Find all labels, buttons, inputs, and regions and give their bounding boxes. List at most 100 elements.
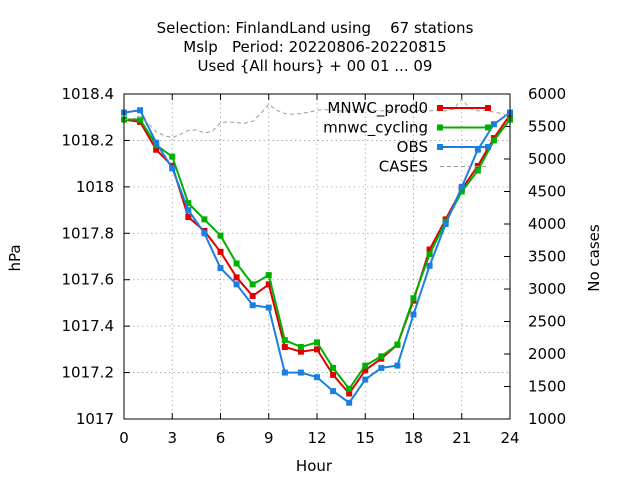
data-point [314, 374, 320, 381]
y2-tick-label: 2000 [528, 345, 566, 363]
data-point [153, 146, 160, 153]
legend-label: MNWC_prod0 [327, 99, 428, 118]
x-tick-label: 21 [452, 429, 471, 447]
data-point [217, 265, 224, 272]
data-point [185, 200, 192, 207]
legend-marker [485, 105, 491, 111]
series-line [123, 98, 511, 139]
x-tick-label: 24 [500, 429, 519, 447]
x-tick-label: 9 [264, 429, 274, 447]
legend-label: mnwc_cycling [323, 119, 428, 138]
data-point [362, 376, 369, 383]
data-point [362, 362, 369, 369]
data-point [330, 388, 337, 395]
data-point [297, 344, 304, 351]
series-layer [121, 98, 513, 406]
data-point [458, 183, 465, 190]
data-point [410, 295, 417, 302]
data-point [217, 232, 224, 239]
y-tick-label: 1017 [76, 410, 114, 428]
tick-labels: 0 3 6 9 12 15 18 21 24 1017 1017.2 1017.4 1017.6 1017… [62, 85, 567, 447]
title-line-3: Used {All hours} + 00 01 ... 09 [198, 57, 433, 75]
grid [124, 94, 510, 419]
legend-item: mnwc_cycling [323, 119, 491, 138]
data-point [426, 251, 433, 258]
y2-tick-label: 4000 [528, 215, 566, 233]
data-point [458, 188, 465, 195]
data-point [249, 292, 256, 299]
data-point [233, 281, 240, 288]
data-point [474, 162, 481, 169]
data-point [201, 230, 208, 237]
data-point [346, 390, 353, 397]
data-point [249, 302, 256, 309]
title-line-2: Mslp Period: 20220806-20220815 [183, 38, 446, 56]
y2-tick-label: 3500 [528, 248, 566, 266]
y2-axis-label: No cases [585, 224, 603, 292]
legend-label: OBS [397, 138, 428, 156]
legend-item: OBS [397, 138, 491, 156]
data-point [233, 274, 240, 281]
data-point [201, 216, 208, 223]
y-tick-label: 1018.4 [62, 85, 115, 103]
legend-item: MNWC_prod0 [327, 99, 491, 118]
y2-tick-label: 6000 [528, 85, 566, 103]
data-point [217, 248, 224, 255]
data-point [281, 369, 288, 376]
data-point [314, 339, 320, 346]
y2-tick-label: 1500 [528, 378, 566, 396]
chart-title: Selection: FinlandLand using 67 stations… [157, 19, 474, 75]
y2-tick-label: 4500 [528, 183, 566, 201]
legend-marker [485, 124, 491, 131]
y2-tick-label: 1000 [528, 410, 566, 428]
data-point [281, 344, 288, 351]
data-point [330, 371, 337, 378]
legend-marker [437, 124, 443, 131]
data-point [330, 364, 337, 371]
data-point [137, 116, 144, 123]
y2-tick-label: 2500 [528, 313, 566, 331]
legend-item: CASES [379, 158, 488, 176]
data-point [185, 214, 192, 221]
y2-tick-label: 3000 [528, 280, 566, 298]
data-point [346, 399, 353, 406]
data-point [394, 341, 401, 348]
data-point [297, 369, 304, 376]
data-point [426, 246, 433, 253]
x-tick-label: 18 [404, 429, 423, 447]
data-point [265, 304, 272, 311]
x-axis-label: Hour [296, 457, 333, 475]
y-axis-label: hPa [6, 244, 24, 271]
plot-frame [123, 93, 511, 420]
data-point [362, 367, 369, 374]
legend-marker [485, 144, 491, 150]
data-point [394, 362, 401, 369]
y-tick-label: 1018.2 [62, 131, 115, 149]
data-point [265, 272, 272, 279]
data-point [442, 221, 449, 227]
data-point [153, 139, 160, 146]
data-point [265, 281, 272, 288]
data-point [297, 348, 304, 355]
data-point [490, 121, 497, 128]
data-point [378, 364, 385, 371]
data-point [346, 385, 353, 392]
data-point [314, 346, 320, 353]
y2-tick-label: 5500 [528, 118, 566, 136]
data-point [169, 153, 176, 160]
legend-marker [437, 144, 443, 150]
x-tick-label: 3 [167, 429, 177, 447]
x-tick-label: 15 [356, 429, 375, 447]
data-point [426, 262, 433, 269]
x-tick-label: 12 [307, 429, 326, 447]
x-tick-label: 0 [119, 429, 129, 447]
title-line-1: Selection: FinlandLand using 67 stations [157, 19, 474, 37]
data-point [137, 107, 144, 114]
data-point [410, 311, 417, 318]
data-point [490, 137, 497, 144]
series-mnwc-prod0 [121, 111, 513, 397]
legend-label: CASES [379, 158, 428, 176]
y-tick-label: 1017.2 [62, 364, 115, 382]
